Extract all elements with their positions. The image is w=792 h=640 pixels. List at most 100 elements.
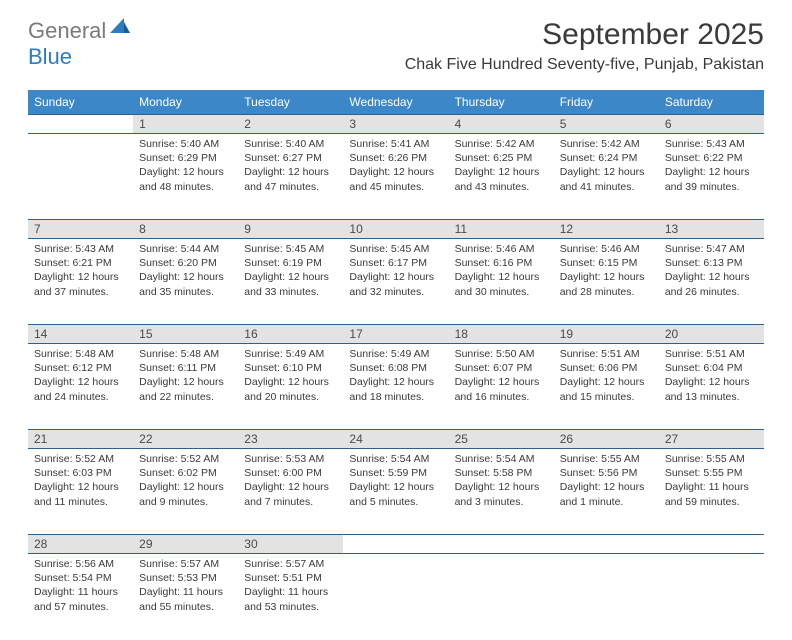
- sunset-text: Sunset: 5:55 PM: [665, 466, 758, 480]
- daylight-text: Daylight: 12 hours and 20 minutes.: [244, 375, 337, 403]
- day-body-cell: Sunrise: 5:56 AMSunset: 5:54 PMDaylight:…: [28, 554, 133, 640]
- day-number-row: 123456: [28, 115, 764, 134]
- day-body-cell: Sunrise: 5:57 AMSunset: 5:53 PMDaylight:…: [133, 554, 238, 640]
- day-number-cell: 19: [554, 325, 659, 344]
- day-number-cell: 10: [343, 220, 448, 239]
- day-body-row: Sunrise: 5:52 AMSunset: 6:03 PMDaylight:…: [28, 449, 764, 535]
- sunrise-text: Sunrise: 5:55 AM: [665, 452, 758, 466]
- sunset-text: Sunset: 6:27 PM: [244, 151, 337, 165]
- day-number-cell: 20: [659, 325, 764, 344]
- day-number-cell: 27: [659, 430, 764, 449]
- sunrise-text: Sunrise: 5:42 AM: [560, 137, 653, 151]
- day-number-cell: 18: [449, 325, 554, 344]
- day-body-cell: [554, 554, 659, 640]
- daylight-text: Daylight: 12 hours and 30 minutes.: [455, 270, 548, 298]
- daylight-text: Daylight: 12 hours and 39 minutes.: [665, 165, 758, 193]
- day-number-cell: 17: [343, 325, 448, 344]
- day-body-cell: Sunrise: 5:45 AMSunset: 6:17 PMDaylight:…: [343, 239, 448, 325]
- day-body-cell: Sunrise: 5:54 AMSunset: 5:58 PMDaylight:…: [449, 449, 554, 535]
- sunset-text: Sunset: 6:15 PM: [560, 256, 653, 270]
- day-body-cell: Sunrise: 5:43 AMSunset: 6:21 PMDaylight:…: [28, 239, 133, 325]
- day-body-cell: Sunrise: 5:52 AMSunset: 6:03 PMDaylight:…: [28, 449, 133, 535]
- month-title: September 2025: [405, 18, 764, 52]
- day-body-row: Sunrise: 5:40 AMSunset: 6:29 PMDaylight:…: [28, 134, 764, 220]
- sunrise-text: Sunrise: 5:53 AM: [244, 452, 337, 466]
- day-body-cell: [28, 134, 133, 220]
- sunrise-text: Sunrise: 5:46 AM: [455, 242, 548, 256]
- daylight-text: Daylight: 12 hours and 48 minutes.: [139, 165, 232, 193]
- daylight-text: Daylight: 12 hours and 3 minutes.: [455, 480, 548, 508]
- day-number-cell: 16: [238, 325, 343, 344]
- sunrise-text: Sunrise: 5:54 AM: [349, 452, 442, 466]
- day-number-cell: [28, 115, 133, 134]
- sunset-text: Sunset: 6:03 PM: [34, 466, 127, 480]
- day-body-cell: Sunrise: 5:41 AMSunset: 6:26 PMDaylight:…: [343, 134, 448, 220]
- sunrise-text: Sunrise: 5:43 AM: [665, 137, 758, 151]
- day-number-cell: 24: [343, 430, 448, 449]
- sunset-text: Sunset: 5:59 PM: [349, 466, 442, 480]
- daylight-text: Daylight: 12 hours and 15 minutes.: [560, 375, 653, 403]
- sunrise-text: Sunrise: 5:45 AM: [244, 242, 337, 256]
- day-body-row: Sunrise: 5:56 AMSunset: 5:54 PMDaylight:…: [28, 554, 764, 640]
- daylight-text: Daylight: 12 hours and 37 minutes.: [34, 270, 127, 298]
- day-body-cell: Sunrise: 5:55 AMSunset: 5:55 PMDaylight:…: [659, 449, 764, 535]
- day-header: Sunday: [28, 90, 133, 115]
- day-number-cell: 2: [238, 115, 343, 134]
- sunset-text: Sunset: 6:17 PM: [349, 256, 442, 270]
- sunrise-text: Sunrise: 5:48 AM: [139, 347, 232, 361]
- sunrise-text: Sunrise: 5:54 AM: [455, 452, 548, 466]
- sunrise-text: Sunrise: 5:45 AM: [349, 242, 442, 256]
- day-body-cell: Sunrise: 5:53 AMSunset: 6:00 PMDaylight:…: [238, 449, 343, 535]
- logo: General: [28, 18, 132, 44]
- title-block: September 2025 Chak Five Hundred Seventy…: [405, 18, 764, 74]
- header: General September 2025 Chak Five Hundred…: [0, 0, 792, 80]
- sunset-text: Sunset: 6:12 PM: [34, 361, 127, 375]
- day-body-cell: Sunrise: 5:57 AMSunset: 5:51 PMDaylight:…: [238, 554, 343, 640]
- day-body-cell: Sunrise: 5:40 AMSunset: 6:29 PMDaylight:…: [133, 134, 238, 220]
- sunset-text: Sunset: 6:26 PM: [349, 151, 442, 165]
- day-body-cell: Sunrise: 5:43 AMSunset: 6:22 PMDaylight:…: [659, 134, 764, 220]
- day-number-cell: 12: [554, 220, 659, 239]
- daylight-text: Daylight: 12 hours and 11 minutes.: [34, 480, 127, 508]
- daylight-text: Daylight: 12 hours and 47 minutes.: [244, 165, 337, 193]
- day-number-cell: [343, 535, 448, 554]
- day-body-cell: Sunrise: 5:46 AMSunset: 6:16 PMDaylight:…: [449, 239, 554, 325]
- day-number-cell: 1: [133, 115, 238, 134]
- day-body-cell: Sunrise: 5:51 AMSunset: 6:06 PMDaylight:…: [554, 344, 659, 430]
- sunrise-text: Sunrise: 5:52 AM: [34, 452, 127, 466]
- day-number-cell: 30: [238, 535, 343, 554]
- day-number-cell: 22: [133, 430, 238, 449]
- sunrise-text: Sunrise: 5:41 AM: [349, 137, 442, 151]
- sunset-text: Sunset: 6:20 PM: [139, 256, 232, 270]
- sunrise-text: Sunrise: 5:49 AM: [349, 347, 442, 361]
- day-body-cell: Sunrise: 5:52 AMSunset: 6:02 PMDaylight:…: [133, 449, 238, 535]
- sunset-text: Sunset: 5:51 PM: [244, 571, 337, 585]
- daylight-text: Daylight: 12 hours and 22 minutes.: [139, 375, 232, 403]
- daylight-text: Daylight: 12 hours and 24 minutes.: [34, 375, 127, 403]
- day-body-cell: Sunrise: 5:49 AMSunset: 6:10 PMDaylight:…: [238, 344, 343, 430]
- sunrise-text: Sunrise: 5:57 AM: [139, 557, 232, 571]
- sunset-text: Sunset: 6:04 PM: [665, 361, 758, 375]
- sunset-text: Sunset: 6:08 PM: [349, 361, 442, 375]
- sunset-text: Sunset: 6:13 PM: [665, 256, 758, 270]
- calendar-table: SundayMondayTuesdayWednesdayThursdayFrid…: [28, 90, 764, 640]
- day-number-cell: 29: [133, 535, 238, 554]
- day-header: Friday: [554, 90, 659, 115]
- day-body-cell: Sunrise: 5:46 AMSunset: 6:15 PMDaylight:…: [554, 239, 659, 325]
- daylight-text: Daylight: 12 hours and 7 minutes.: [244, 480, 337, 508]
- sunset-text: Sunset: 6:07 PM: [455, 361, 548, 375]
- sunset-text: Sunset: 6:22 PM: [665, 151, 758, 165]
- sunrise-text: Sunrise: 5:49 AM: [244, 347, 337, 361]
- day-number-cell: 9: [238, 220, 343, 239]
- day-number-cell: 13: [659, 220, 764, 239]
- daylight-text: Daylight: 11 hours and 55 minutes.: [139, 585, 232, 613]
- sunrise-text: Sunrise: 5:56 AM: [34, 557, 127, 571]
- sunset-text: Sunset: 6:11 PM: [139, 361, 232, 375]
- day-body-cell: [659, 554, 764, 640]
- sunrise-text: Sunrise: 5:40 AM: [139, 137, 232, 151]
- day-body-row: Sunrise: 5:48 AMSunset: 6:12 PMDaylight:…: [28, 344, 764, 430]
- sunrise-text: Sunrise: 5:51 AM: [665, 347, 758, 361]
- day-number-cell: 25: [449, 430, 554, 449]
- day-body-cell: Sunrise: 5:47 AMSunset: 6:13 PMDaylight:…: [659, 239, 764, 325]
- day-number-cell: [449, 535, 554, 554]
